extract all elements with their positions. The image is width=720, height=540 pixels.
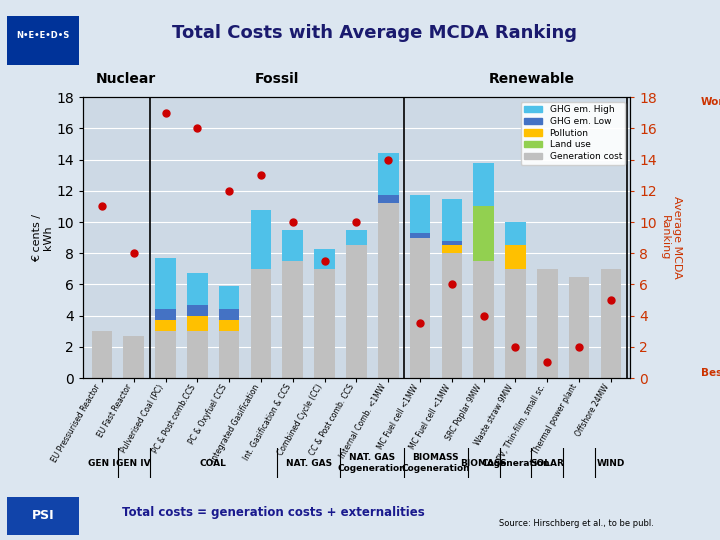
Bar [219,286,240,309]
Bar [441,241,462,245]
Text: PC & Post comb.CCS: PC & Post comb.CCS [150,383,197,455]
Text: Cogeneration: Cogeneration [481,458,550,468]
Bar [156,309,176,320]
Bar [251,210,271,269]
Bar [600,269,621,378]
Text: BIOMASS: BIOMASS [460,458,507,468]
Text: EU Pressurised Reactor: EU Pressurised Reactor [50,383,102,464]
Text: Total costs = generation costs + externalities: Total costs = generation costs + externa… [122,507,425,519]
Text: MC Fuel cell <1MW: MC Fuel cell <1MW [376,383,420,450]
Bar [251,269,271,378]
Bar [187,331,207,378]
Text: SOLAR: SOLAR [531,458,564,468]
Bar [410,233,431,238]
Bar [441,253,462,378]
Text: GEN I: GEN I [88,458,116,468]
Bar [282,230,303,261]
Bar [378,203,399,378]
Bar [187,315,207,331]
Bar [346,245,366,378]
Bar [219,331,240,378]
Bar [537,269,557,378]
Text: Pulverised Coal (PC): Pulverised Coal (PC) [119,383,166,454]
Bar [156,331,176,378]
Bar [314,248,335,269]
Bar [569,276,590,378]
Bar [378,153,399,195]
Text: Total Costs with Average MCDA Ranking: Total Costs with Average MCDA Ranking [172,24,577,42]
Text: N•E•E•D•S: N•E•E•D•S [17,31,70,40]
Text: GEN IV: GEN IV [117,458,151,468]
Text: PSI: PSI [32,509,55,522]
Text: Combined Cycle (CC): Combined Cycle (CC) [276,383,325,457]
Text: PC & Oxyfuel CCS: PC & Oxyfuel CCS [187,383,229,445]
Legend: GHG em. High, GHG em. Low, Pollution, Land use, Generation cost: GHG em. High, GHG em. Low, Pollution, La… [521,102,626,165]
Text: Nuclear: Nuclear [96,72,156,86]
Text: WIND: WIND [597,458,625,468]
Text: Int. Gasification & CCS: Int. Gasification & CCS [242,383,293,462]
Text: MC Fuel cell <1MW: MC Fuel cell <1MW [408,383,452,450]
Bar [441,199,462,241]
Bar [123,336,144,378]
Text: Source: Hirschberg et al., to be publ.: Source: Hirschberg et al., to be publ. [498,519,654,528]
Text: EU Fast Reactor: EU Fast Reactor [96,383,134,439]
Text: PV, Thin-film, small sc.: PV, Thin-film, small sc. [496,383,547,462]
Text: Thermal power plant: Thermal power plant [531,383,579,456]
Bar [282,261,303,378]
Text: BIOMASS
Cogeneration: BIOMASS Cogeneration [402,454,470,472]
Text: SRC Poplar 9MW: SRC Poplar 9MW [444,383,484,442]
Text: Integrated Gasification: Integrated Gasification [209,383,261,464]
Text: Waste straw 9MW: Waste straw 9MW [473,383,516,447]
Text: Offshore 24MW: Offshore 24MW [574,383,611,438]
Bar [410,195,431,233]
Bar [314,269,335,378]
Bar [441,245,462,253]
Bar [410,238,431,378]
Bar [378,195,399,203]
Bar [505,245,526,269]
Bar [219,320,240,331]
Bar [473,261,494,378]
Bar [187,273,207,305]
Text: Fossil: Fossil [255,72,299,86]
Text: Internal Comb. <1MW: Internal Comb. <1MW [338,383,388,460]
Y-axis label: € cents /
kWh: € cents / kWh [32,214,53,261]
Bar [346,230,366,245]
Text: CC & Post comb. CCS: CC & Post comb. CCS [308,383,356,457]
Text: Worst: Worst [701,97,720,107]
Y-axis label: Average MCDA
Ranking: Average MCDA Ranking [660,196,682,279]
Text: NAT. GAS
Cogeneration: NAT. GAS Cogeneration [338,454,407,472]
Bar [473,206,494,261]
Bar [219,309,240,320]
Text: COAL: COAL [199,458,227,468]
Bar [505,222,526,245]
Text: NAT. GAS: NAT. GAS [286,458,332,468]
Text: Renewable: Renewable [488,72,575,86]
Bar [156,258,176,309]
Bar [156,320,176,331]
Bar [91,331,112,378]
Bar [473,163,494,206]
Bar [505,269,526,378]
Bar [187,305,207,315]
Text: Best: Best [701,368,720,378]
